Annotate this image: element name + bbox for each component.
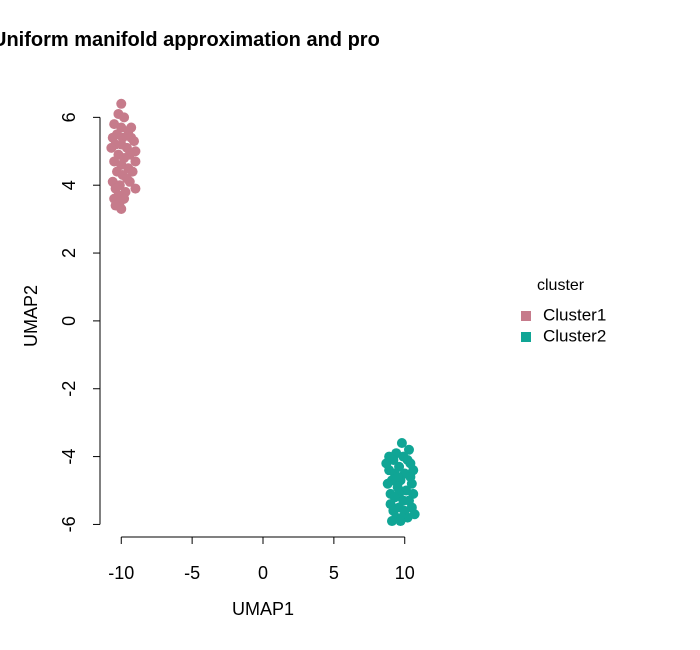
x-tick-label: 0 — [258, 563, 268, 583]
y-tick-label: 2 — [59, 248, 79, 258]
point — [382, 478, 393, 489]
point — [130, 183, 141, 194]
y-axis-label: UMAP2 — [21, 285, 41, 347]
point — [406, 478, 417, 489]
y-tick-label: 0 — [59, 316, 79, 326]
point — [384, 451, 395, 462]
point — [405, 458, 416, 469]
x-tick-label: -10 — [108, 563, 134, 583]
point — [121, 173, 132, 184]
legend-swatch — [521, 311, 531, 321]
legend-title: cluster — [537, 277, 585, 294]
y-tick-label: 4 — [59, 180, 79, 190]
legend-swatch — [521, 332, 531, 342]
point — [396, 438, 407, 449]
point — [126, 122, 137, 133]
point — [116, 98, 127, 109]
point — [403, 444, 414, 455]
x-tick-label: 10 — [395, 563, 415, 583]
point — [392, 471, 403, 482]
y-tick-label: -4 — [59, 449, 79, 465]
point — [130, 156, 141, 167]
point — [395, 516, 406, 527]
x-tick-label: -5 — [184, 563, 200, 583]
point — [386, 516, 397, 527]
point — [119, 112, 130, 123]
point — [409, 509, 420, 520]
legend-label: Cluster2 — [543, 326, 606, 345]
x-tick-label: 5 — [329, 563, 339, 583]
x-axis-label: UMAP1 — [232, 599, 294, 619]
point — [106, 142, 117, 153]
point — [129, 136, 140, 147]
point — [127, 166, 138, 177]
legend-label: Cluster1 — [543, 305, 606, 324]
y-tick-label: 6 — [59, 112, 79, 122]
y-tick-label: -6 — [59, 516, 79, 532]
point — [116, 203, 127, 214]
chart-title: Uniform manifold approximation and pro — [0, 29, 380, 51]
y-tick-label: -2 — [59, 381, 79, 397]
